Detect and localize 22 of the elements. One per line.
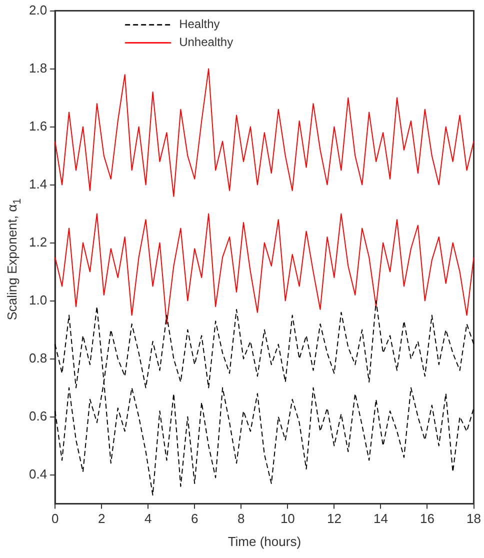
x-tick-label: 0 xyxy=(51,511,59,526)
y-tick-label: 1.2 xyxy=(28,234,48,250)
y-tick-label: 1.8 xyxy=(28,60,48,76)
x-axis-title: Time (hours) xyxy=(228,534,302,549)
x-tick-label: 2 xyxy=(98,511,106,526)
x-tick-label: 4 xyxy=(144,511,152,526)
y-tick-label: 0.4 xyxy=(28,466,48,482)
y-tick-label: 2.0 xyxy=(28,2,48,18)
legend-label: Unhealthy xyxy=(179,35,234,50)
x-tick-label: 8 xyxy=(238,511,245,526)
x-tick-label: 18 xyxy=(466,511,482,526)
y-tick-label: 0.8 xyxy=(28,350,48,366)
x-tick-label: 16 xyxy=(420,511,434,526)
y-tick-label: 0.6 xyxy=(28,408,48,424)
y-tick-label: 1.4 xyxy=(28,176,48,192)
legend-label: Healthy xyxy=(179,17,220,32)
y-tick-label: 1.0 xyxy=(28,292,48,308)
x-tick-label: 14 xyxy=(373,511,388,526)
x-tick-label: 10 xyxy=(280,511,295,526)
x-tick-label: 12 xyxy=(326,511,342,526)
y-tick-label: 1.6 xyxy=(28,118,48,134)
x-tick-label: 6 xyxy=(191,511,198,526)
